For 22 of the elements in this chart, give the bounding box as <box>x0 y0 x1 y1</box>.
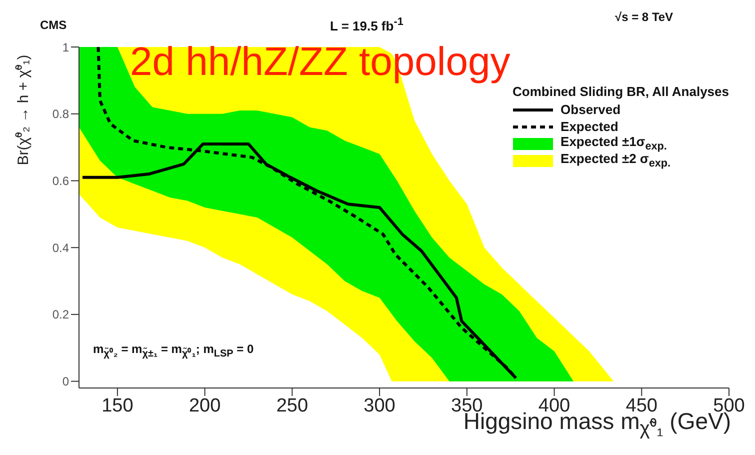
y-axis-title: Br(χ̃⁰₂ → h + χ̃⁰₁) <box>14 54 32 166</box>
legend-label: Expected ±1σ$_{exp.}$ <box>560 134 667 153</box>
x-tick-label: 400 <box>538 395 570 416</box>
legend-label: Expected ±2 σ$_{exp.}$ <box>560 151 670 170</box>
y-tick-label: 0.4 <box>52 240 70 255</box>
x-tick-label: 200 <box>188 395 221 416</box>
x-tick-label: 250 <box>276 395 308 416</box>
text: L = 19.5 fb$^{-1}$ <box>330 16 404 34</box>
x-tick-label: 300 <box>364 395 396 416</box>
legend-label: Expected <box>560 119 618 134</box>
y-tick-label: 0.8 <box>52 107 70 122</box>
legend-title: Combined Sliding BR, All Analyses <box>512 84 729 99</box>
text: CMS <box>40 18 67 32</box>
y-tick-label: 0.6 <box>52 174 70 188</box>
legend-label: Observed <box>560 102 621 117</box>
x-tick-label: 150 <box>102 395 134 416</box>
y-tick-label: 0.2 <box>52 308 70 322</box>
x-tick-label: 450 <box>626 395 658 416</box>
text: √s = 8 TeV <box>615 10 674 24</box>
y-tick-label: 1 <box>62 40 70 54</box>
text: m$_{χ̃⁰₂}$ = m$_{χ̃±₁}$ = m$_{χ̃⁰₁}$; m$_{LSP}$ = 0 <box>93 342 254 360</box>
y-tick-label: 0 <box>62 374 70 389</box>
